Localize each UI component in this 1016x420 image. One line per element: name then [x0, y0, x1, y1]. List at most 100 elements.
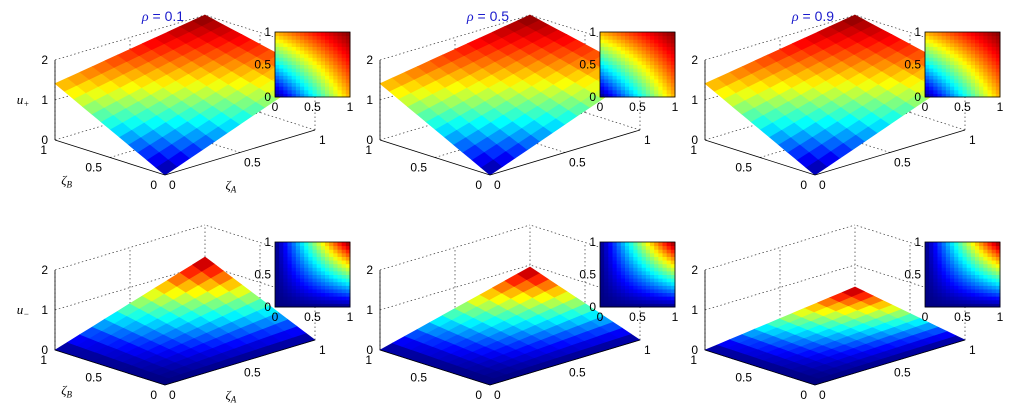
heatmap-cell	[650, 86, 655, 91]
heatmap-cell	[625, 35, 630, 40]
heatmap-cell	[637, 274, 643, 279]
heatmap-cell	[987, 53, 993, 58]
heatmap-cell	[637, 53, 643, 58]
y-tick-label: 0	[800, 388, 807, 402]
heatmap-cell	[308, 263, 313, 268]
heatmap-cell	[312, 60, 318, 65]
heatmap-cell	[654, 281, 659, 286]
heatmap-cell	[983, 288, 988, 294]
heatmap-cell	[941, 35, 947, 40]
heatmap-cell	[608, 281, 613, 286]
heatmap-cell	[645, 78, 651, 84]
rho-value: = 0.5	[474, 8, 510, 24]
z-tick-label: 2	[41, 263, 48, 277]
heatmap-cell	[654, 53, 659, 58]
heatmap-cell	[629, 299, 634, 304]
heatmap-cell	[941, 252, 947, 257]
heatmap-cell	[991, 50, 997, 55]
heatmap-cell	[279, 292, 284, 297]
heatmap-cell	[962, 53, 968, 58]
heatmap-cell	[966, 78, 972, 84]
heatmap-cell	[625, 57, 630, 62]
heatmap-cell	[970, 50, 976, 55]
heatmap-cell	[962, 278, 968, 283]
heatmap-cell	[345, 288, 351, 294]
heatmap-cell	[325, 93, 330, 98]
heatmap-cell	[637, 75, 643, 80]
heatmap-cell	[925, 281, 930, 286]
heatmap-cell	[945, 46, 951, 51]
heatmap-cell	[929, 35, 934, 40]
heatmap-cell	[308, 93, 313, 98]
heatmap-cell	[629, 42, 634, 47]
heatmap-cell	[641, 71, 647, 76]
heatmap-cell	[641, 242, 647, 247]
heatmap-cell	[279, 82, 284, 87]
heatmap-cell	[954, 299, 959, 304]
heatmap-cell	[612, 68, 618, 73]
heatmap-cell	[958, 274, 963, 279]
heatmap-cell	[341, 288, 347, 294]
heatmap-cell	[954, 68, 959, 73]
heatmap-cell	[620, 42, 626, 47]
heatmap-cell	[320, 288, 326, 294]
heatmap-cell	[275, 89, 280, 94]
inset-y-tick: 0.5	[904, 268, 921, 282]
heatmap-cell	[629, 68, 634, 73]
heatmap-cell	[933, 249, 938, 254]
heatmap-cell	[283, 267, 288, 272]
heatmap-cell	[933, 270, 938, 275]
heatmap-cell	[287, 82, 293, 87]
heatmap-cell	[945, 270, 951, 275]
heatmap-cell	[312, 53, 318, 58]
heatmap-cell	[275, 245, 280, 250]
heatmap-cell	[975, 93, 980, 98]
heatmap-cell	[312, 78, 318, 84]
y-tick-label: 1	[365, 353, 372, 367]
heatmap-cell	[954, 256, 959, 261]
heatmap-cell	[983, 39, 988, 44]
heatmap-cell	[954, 270, 959, 275]
heatmap-cell	[287, 46, 293, 51]
heatmap-cell	[637, 281, 643, 286]
heatmap-cell	[937, 42, 943, 47]
heatmap-cell	[312, 299, 318, 304]
heatmap-cell	[650, 288, 655, 294]
heatmap-cell	[641, 35, 647, 40]
heatmap-cell	[941, 288, 947, 294]
heatmap-cell	[337, 285, 343, 290]
heatmap-cell	[645, 71, 651, 76]
heatmap-cell	[320, 260, 326, 265]
heatmap-cell	[620, 296, 626, 301]
inset-heatmap: 0 0.5 100.51	[254, 25, 353, 114]
heatmap-cell	[662, 86, 668, 91]
heatmap-cell	[954, 93, 959, 98]
heatmap-cell	[975, 256, 980, 261]
y-tick-label: 0	[150, 178, 157, 192]
heatmap-cell	[937, 303, 943, 308]
heatmap-cell	[941, 267, 947, 272]
heatmap-cell	[979, 89, 984, 94]
heatmap-cell	[291, 42, 297, 47]
heatmap-cell	[633, 71, 638, 76]
rho-symbol: ρ	[466, 10, 474, 25]
heatmap-cell	[933, 292, 938, 297]
heatmap-cell	[954, 32, 959, 37]
heatmap-cell	[987, 93, 993, 98]
heatmap-cell	[950, 35, 955, 40]
heatmap-cell	[650, 267, 655, 272]
heatmap-cell	[620, 274, 626, 279]
heatmap-cell	[966, 42, 972, 47]
heatmap-cell	[333, 53, 338, 58]
heatmap-cell	[633, 249, 638, 254]
heatmap-cell	[300, 274, 305, 279]
heatmap-cell	[991, 288, 997, 294]
heatmap-cell	[637, 89, 643, 94]
heatmap-cell	[312, 270, 318, 275]
heatmap-cell	[958, 267, 963, 272]
heatmap-cell	[929, 245, 934, 250]
z-tick-label: 2	[41, 53, 48, 67]
heatmap-cell	[320, 93, 326, 98]
heatmap-cell	[604, 299, 609, 304]
heatmap-cell	[633, 270, 638, 275]
